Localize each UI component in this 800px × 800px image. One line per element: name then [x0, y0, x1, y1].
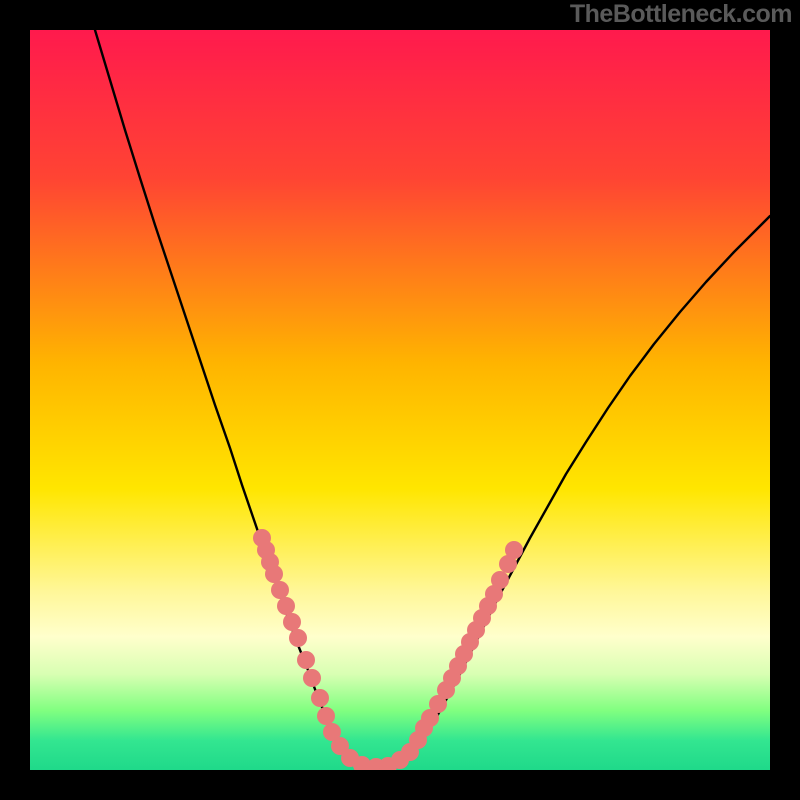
data-marker [261, 553, 279, 571]
data-marker [455, 645, 473, 663]
data-marker [317, 707, 335, 725]
data-marker [277, 597, 295, 615]
data-marker [265, 565, 283, 583]
data-marker [429, 695, 447, 713]
data-marker [505, 541, 523, 559]
data-marker [253, 529, 271, 547]
data-marker [257, 541, 275, 559]
data-marker [409, 731, 427, 749]
data-markers [253, 529, 523, 770]
data-marker [401, 743, 419, 761]
data-marker [289, 629, 307, 647]
data-marker [415, 719, 433, 737]
data-marker [271, 581, 289, 599]
data-marker [499, 555, 517, 573]
data-marker [449, 657, 467, 675]
data-marker [461, 633, 479, 651]
bottleneck-curve [95, 30, 770, 767]
data-marker [331, 737, 349, 755]
data-marker [341, 749, 359, 767]
data-marker [485, 585, 503, 603]
data-marker [297, 651, 315, 669]
plot-area [30, 30, 770, 770]
data-marker [443, 669, 461, 687]
data-marker [379, 757, 397, 770]
curve-layer [30, 30, 770, 770]
gradient-background [30, 30, 770, 770]
data-marker [467, 621, 485, 639]
data-marker [421, 709, 439, 727]
data-marker [353, 756, 371, 770]
data-marker [303, 669, 321, 687]
data-marker [323, 723, 341, 741]
data-marker [437, 681, 455, 699]
watermark-text: TheBottleneck.com [570, 0, 792, 29]
data-marker [367, 758, 385, 770]
data-marker [283, 613, 301, 631]
data-marker [391, 751, 409, 769]
chart-stage: TheBottleneck.com [0, 0, 800, 800]
data-marker [479, 597, 497, 615]
data-marker [491, 571, 509, 589]
data-marker [311, 689, 329, 707]
data-marker [473, 609, 491, 627]
